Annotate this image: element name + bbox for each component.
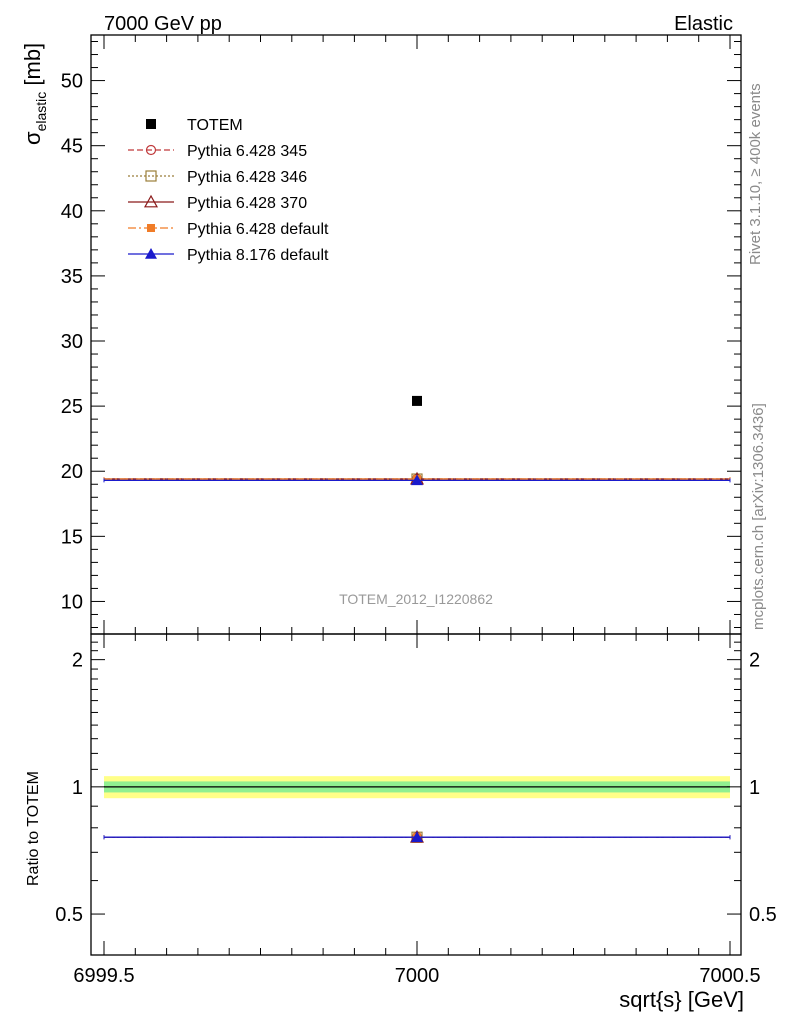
ratio-y-tick-label-right: 1	[749, 777, 760, 799]
ratio-y-tick-label-left: 2	[72, 650, 83, 672]
mcplots-label: mcplots.cern.ch [arXiv:1306.3436]	[750, 403, 767, 630]
totem-data-point	[412, 395, 422, 406]
legend-marker	[147, 224, 155, 232]
main-y-tick-label: 45	[61, 136, 83, 158]
main-y-tick-label: 15	[61, 526, 83, 548]
ratio-y-tick-label-left: 0.5	[55, 904, 83, 926]
legend-label: Pythia 6.428 346	[187, 169, 307, 186]
legend: TOTEM Pythia 6.428 345 Pythia 6.428 346 Pyt…	[128, 117, 329, 264]
x-tick-label: 7000.5	[699, 965, 760, 987]
legend-marker	[145, 170, 157, 182]
x-tick-label: 6999.5	[73, 965, 134, 987]
y-label-subscript: elastic	[33, 92, 49, 132]
main-series-marker	[411, 474, 423, 486]
legend-label-totem: TOTEM	[187, 117, 243, 134]
header-right-title: Elastic	[674, 13, 733, 35]
ratio-y-tick-label-right: 2	[749, 650, 760, 672]
x-tick-label: 7000	[395, 965, 440, 987]
legend-label: Pythia 6.428 370	[187, 195, 307, 212]
main-y-tick-label: 25	[61, 396, 83, 418]
legend-marker-totem	[146, 119, 156, 129]
main-y-tick-label: 35	[61, 266, 83, 288]
main-y-tick-label: 30	[61, 331, 83, 353]
y-label-unit: [mb]	[20, 43, 45, 92]
legend-label: Pythia 8.176 default	[187, 247, 329, 264]
ratio-y-axis-label: Ratio to TOTEM	[25, 771, 42, 886]
main-y-tick-label: 10	[61, 591, 83, 613]
ratio-panel: 6999.5 7000 7000.5 0.5 0.5 1 1 2 2	[55, 633, 777, 987]
header-left-title: 7000 GeV pp	[104, 13, 222, 35]
main-y-axis-label: σelastic [mb]	[20, 43, 49, 145]
legend-marker	[145, 144, 157, 156]
y-label-symbol: σ	[20, 131, 45, 145]
main-y-tick-label: 40	[61, 201, 83, 223]
legend-label: Pythia 6.428 default	[187, 221, 329, 238]
main-panel: 10 15 20 25 30 35 40 45 50	[61, 34, 742, 635]
rivet-label: Rivet 3.1.10, ≥ 400k events	[747, 83, 764, 265]
ratio-series-marker	[411, 831, 423, 843]
legend-marker	[145, 248, 157, 259]
ratio-frame	[90, 633, 742, 956]
ratio-y-tick-label-right: 0.5	[749, 904, 777, 926]
legend-label: Pythia 6.428 345	[187, 143, 307, 160]
ratio-y-tick-label-left: 1	[72, 777, 83, 799]
main-y-tick-label: 50	[61, 71, 83, 93]
main-y-tick-label: 20	[61, 461, 83, 483]
legend-marker	[143, 194, 159, 208]
analysis-label: TOTEM_2012_I1220862	[339, 591, 493, 607]
x-axis-label: sqrt{s} [GeV]	[619, 987, 744, 1012]
